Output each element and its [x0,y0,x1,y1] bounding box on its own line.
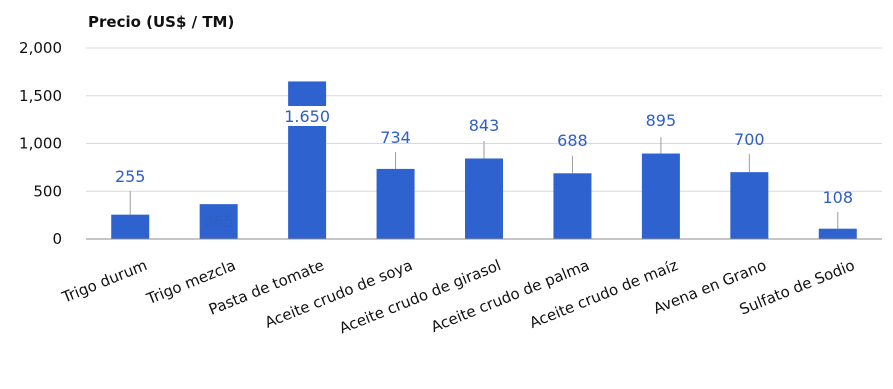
x-tick-label: Trigo durum [59,256,150,307]
x-tick-label: Aceite crudo de maíz [527,256,681,332]
y-tick-label: 500 [33,182,62,200]
data-label-bg [279,106,336,126]
data-label: 365 [203,212,234,231]
bar [199,204,238,239]
bar [111,214,150,239]
x-tick-label: Aceite crudo de girasol [337,256,504,337]
data-labels: 255 365 1.650 734 843 688 895 700 108 [115,106,853,231]
x-tick-label: Aceite crudo de palma [428,256,592,336]
bar [730,172,769,239]
data-label: 843 [469,116,500,135]
chart-title: Precio (US$ / TM) [88,13,234,31]
bar [818,228,857,239]
y-tick-label: 2,000 [19,39,62,57]
data-label: 108 [823,188,854,207]
y-tick-label: 1,000 [19,135,62,153]
bar [288,81,327,239]
data-label: 700 [734,130,765,149]
bar [465,158,503,239]
bar [553,173,592,239]
data-label: 895 [646,111,677,130]
data-label: 734 [380,128,411,147]
bar [641,153,680,239]
data-label: 688 [557,131,588,150]
bar [376,168,415,239]
data-label: 255 [115,167,146,186]
y-tick-label: 0 [52,230,62,248]
y-tick-label: 1,500 [19,87,62,105]
data-label: 1.650 [284,107,330,126]
label-leader-lines [129,137,839,229]
y-axis-ticks: 0 500 1,000 1,500 2,000 [19,39,62,248]
